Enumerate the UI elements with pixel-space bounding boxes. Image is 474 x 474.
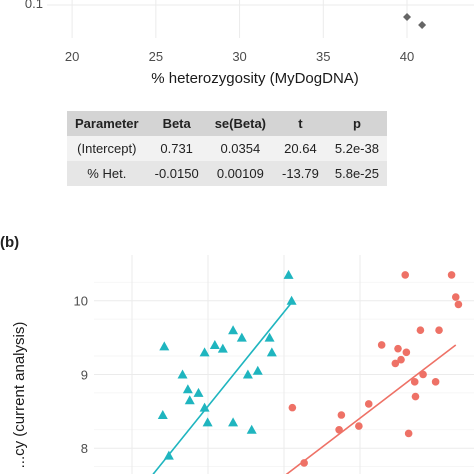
panel-b-data-point-triangle bbox=[159, 341, 170, 351]
panel-a-x-tick-label: 30 bbox=[232, 49, 246, 64]
panel-b-data-point-triangle bbox=[163, 450, 174, 460]
table-cell: 5.8e-25 bbox=[326, 161, 387, 186]
panel-a-x-tick-label: 20 bbox=[65, 49, 79, 64]
panel-label-b: (b) bbox=[0, 234, 20, 251]
panel-b-data-point-triangle bbox=[228, 325, 239, 335]
panel-b-data-point-triangle bbox=[193, 387, 204, 397]
panel-b-y-axis-label: ...cy (current analysis) bbox=[11, 322, 28, 469]
table-header-row: Parameter Beta se(Beta) t p bbox=[67, 111, 387, 136]
table-row: % Het. -0.0150 0.00109 -13.79 5.8e-25 bbox=[67, 161, 387, 186]
panel-b-data-point-triangle bbox=[157, 410, 168, 420]
panel-b-data-point-circle bbox=[419, 370, 427, 379]
table-cell: % Het. bbox=[67, 161, 147, 186]
panel-b-data-point-circle bbox=[391, 359, 400, 368]
panel-a-plot-area bbox=[47, 0, 474, 38]
col-header-p: p bbox=[326, 111, 387, 136]
table-cell: 5.2e-38 bbox=[326, 136, 387, 161]
panel-b-data-point-circle bbox=[404, 429, 413, 438]
panel-a-data-point bbox=[418, 21, 427, 29]
panel-b-data-point-circle bbox=[401, 271, 410, 279]
panel-b-data-point-triangle bbox=[182, 384, 193, 394]
panel-b-data-point-triangle bbox=[199, 347, 210, 357]
panel-b-y-tick-label: 10 bbox=[74, 294, 88, 309]
panel-b-data-point-circle bbox=[364, 400, 373, 408]
table-cell: (Intercept) bbox=[67, 136, 147, 161]
panel-b-data-point-circle bbox=[402, 348, 411, 357]
panel-b-data-point-triangle bbox=[286, 295, 297, 305]
panel-b-data-point-triangle bbox=[184, 395, 195, 405]
table-cell: 0.00109 bbox=[206, 161, 274, 186]
panel-b-fit-line-1 bbox=[152, 300, 294, 474]
panel-b-data-point-triangle bbox=[283, 269, 294, 279]
panel-b-data-point-triangle bbox=[228, 417, 239, 427]
panel-a-x-axis-label: % heterozygosity (MyDogDNA) bbox=[151, 70, 359, 87]
panel-b-data-point-triangle bbox=[264, 332, 275, 342]
panel-b-data-point-circle bbox=[335, 425, 343, 434]
panel-b-data-point-circle bbox=[454, 300, 463, 309]
panel-a-x-tick-label: 40 bbox=[400, 49, 414, 64]
panel-b-fit-line-2 bbox=[285, 344, 457, 474]
table-cell: -0.0150 bbox=[146, 161, 207, 186]
panel-b-y-tick-label: 9 bbox=[81, 367, 88, 382]
table-cell: 0.731 bbox=[146, 136, 207, 161]
panel-b-data-point-circle bbox=[337, 411, 346, 419]
panel-b-data-point-triangle bbox=[199, 402, 210, 412]
panel-b-data-point-circle bbox=[288, 403, 297, 412]
col-header-se-beta: se(Beta) bbox=[206, 111, 274, 136]
panel-a-data-point bbox=[403, 13, 412, 21]
panel-b-data-point-circle bbox=[394, 344, 402, 353]
panel-b-data-point-triangle bbox=[252, 365, 263, 375]
table-cell: 20.64 bbox=[274, 136, 327, 161]
panel-b-data-point-triangle bbox=[217, 343, 228, 353]
panel-b-data-point-circle bbox=[411, 392, 420, 401]
panel-b-data-point-triangle bbox=[202, 417, 213, 427]
panel-b-data-point-triangle bbox=[209, 339, 220, 349]
panel-b-data-point-circle bbox=[355, 422, 363, 430]
panel-b-data-point-triangle bbox=[246, 424, 257, 434]
panel-b-data-point-circle bbox=[397, 355, 405, 364]
panel-b-data-point-circle bbox=[300, 459, 308, 467]
panel-a-y-tick-label: 0.1 bbox=[25, 0, 43, 11]
panel-b-data-point-circle bbox=[435, 326, 443, 335]
panel-b-y-tick-label: 8 bbox=[81, 441, 88, 456]
panel-b-data-point-circle bbox=[447, 271, 456, 279]
panel-a-x-tick-label: 25 bbox=[149, 49, 163, 64]
panel-b-data-point-triangle bbox=[177, 369, 188, 379]
panel-b-data-point-circle bbox=[410, 378, 419, 386]
panel-b-data-point-circle bbox=[416, 326, 425, 335]
panel-b-data-point-circle bbox=[431, 378, 440, 386]
table-cell: 0.0354 bbox=[206, 136, 274, 161]
regression-table: Parameter Beta se(Beta) t p (Intercept) … bbox=[67, 111, 387, 186]
panel-b-data-point-circle bbox=[451, 293, 460, 301]
panel-b-data-point-triangle bbox=[266, 347, 277, 357]
col-header-t: t bbox=[274, 111, 327, 136]
table-cell: -13.79 bbox=[274, 161, 327, 186]
table-row: (Intercept) 0.731 0.0354 20.64 5.2e-38 bbox=[67, 136, 387, 161]
panel-b-data-point-triangle bbox=[242, 369, 253, 379]
panel-b-data-point-triangle bbox=[236, 332, 247, 342]
col-header-beta: Beta bbox=[146, 111, 207, 136]
panel-a-x-tick-label: 35 bbox=[316, 49, 330, 64]
panel-b-data-point-circle bbox=[377, 341, 386, 349]
col-header-parameter: Parameter bbox=[67, 111, 147, 136]
